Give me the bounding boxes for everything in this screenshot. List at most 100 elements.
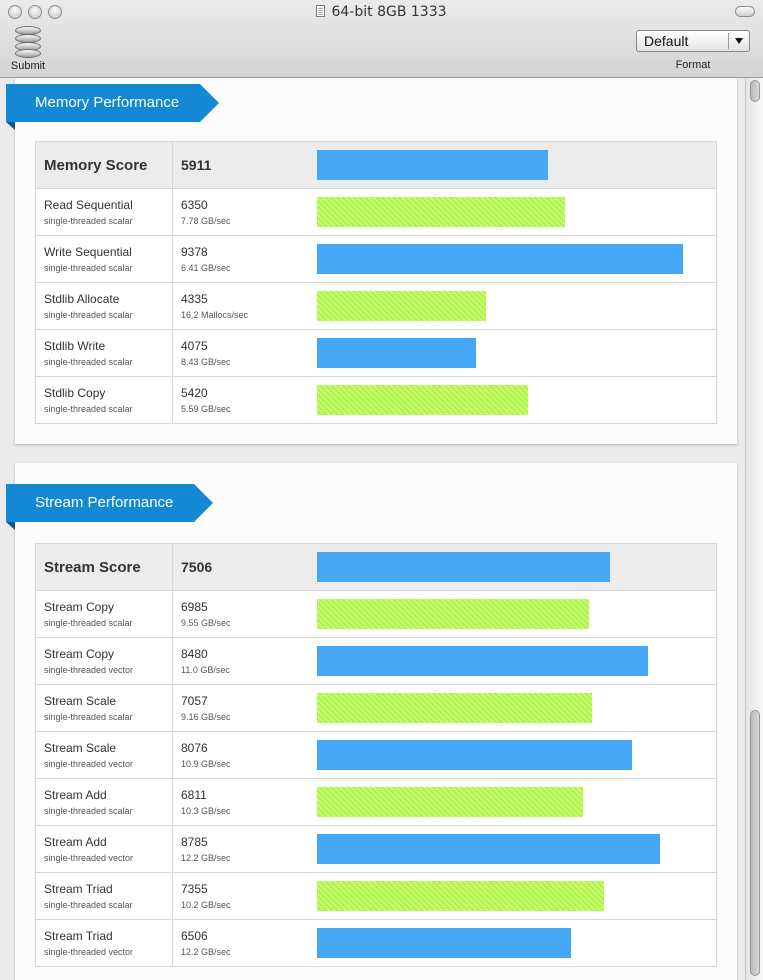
test-name: Stream Add xyxy=(44,788,107,802)
zoom-window-button[interactable] xyxy=(48,5,62,19)
test-bar-cell xyxy=(309,825,717,873)
table-row: Stream Add single-threaded scalar 6811 10.3… xyxy=(35,778,717,826)
test-result-cell: 6985 9.55 GB/sec xyxy=(172,590,310,638)
test-score: 6350 xyxy=(181,198,208,212)
score-bar xyxy=(316,552,610,582)
table-row: Stdlib Allocate single-threaded scalar 433… xyxy=(35,282,717,330)
test-rate: 12.2 GB/sec xyxy=(181,853,231,863)
format-select-value: Default xyxy=(644,33,689,49)
test-bar xyxy=(316,338,476,368)
submit-button[interactable]: Submit xyxy=(6,26,50,72)
test-result-cell: 4335 16.2 Mallocs/sec xyxy=(172,282,310,330)
table-row: Stream Triad single-threaded scalar 7355 10… xyxy=(35,872,717,920)
table-row: Stream Scale single-threaded vector 8076 10… xyxy=(35,731,717,779)
test-bar-cell xyxy=(309,731,717,779)
test-bar xyxy=(316,693,592,723)
test-result-cell: 8076 10.9 GB/sec xyxy=(172,731,310,779)
test-rate: 7.78 GB/sec xyxy=(181,216,231,226)
score-label-cell: Stream Score xyxy=(35,543,173,591)
window-titlebar: 64-bit 8GB 1333 Submit Default Format xyxy=(0,0,763,78)
table-row: Write Sequential single-threaded scalar 93… xyxy=(35,235,717,283)
test-name-cell: Read Sequential single-threaded scalar xyxy=(35,188,173,236)
document-icon xyxy=(316,5,326,17)
test-name-cell: Stdlib Write single-threaded scalar xyxy=(35,329,173,377)
test-name-cell: Stdlib Allocate single-threaded scalar xyxy=(35,282,173,330)
test-bar-cell xyxy=(309,329,717,377)
test-rate: 12.2 GB/sec xyxy=(181,947,231,957)
test-mode: single-threaded scalar xyxy=(44,263,133,273)
test-bar-cell xyxy=(309,637,717,685)
test-bar-cell xyxy=(309,188,717,236)
memory-results-table: Memory Score 5911 Read Sequential single-th… xyxy=(35,141,717,424)
test-mode: single-threaded scalar xyxy=(44,900,133,910)
test-mode: single-threaded scalar xyxy=(44,404,133,414)
test-bar xyxy=(316,197,565,227)
test-bar-cell xyxy=(309,590,717,638)
score-value-cell: 7506 xyxy=(172,543,310,591)
stream-performance-header: Stream Performance xyxy=(6,484,213,530)
window-title-text: 64-bit 8GB 1333 xyxy=(331,4,447,20)
test-name: Read Sequential xyxy=(44,198,133,212)
test-name-cell: Write Sequential single-threaded scalar xyxy=(35,235,173,283)
test-bar-cell xyxy=(309,778,717,826)
test-rate: 5.59 GB/sec xyxy=(181,404,231,414)
table-row: Read Sequential single-threaded scalar 635… xyxy=(35,188,717,236)
select-divider xyxy=(728,33,729,49)
toolbar-toggle-button[interactable] xyxy=(735,6,755,17)
score-label-cell: Memory Score xyxy=(35,141,173,189)
memory-performance-panel: Memory Performance Memory Score 5911 Read … xyxy=(6,78,737,444)
vertical-scrollbar[interactable] xyxy=(745,78,763,980)
test-name-cell: Stream Add single-threaded scalar xyxy=(35,778,173,826)
test-name-cell: Stream Add single-threaded vector xyxy=(35,825,173,873)
test-mode: single-threaded scalar xyxy=(44,357,133,367)
test-name: Stdlib Allocate xyxy=(44,292,120,306)
minimize-window-button[interactable] xyxy=(28,5,42,19)
test-result-cell: 7057 9.16 GB/sec xyxy=(172,684,310,732)
scrollbar-thumb[interactable] xyxy=(750,710,760,976)
test-result-cell: 5420 5.59 GB/sec xyxy=(172,376,310,424)
stream-performance-panel: Stream Performance Stream Score 7506 Strea… xyxy=(6,463,737,980)
score-value: 5911 xyxy=(181,157,212,173)
test-mode: single-threaded scalar xyxy=(44,712,133,722)
test-name-cell: Stream Scale single-threaded vector xyxy=(35,731,173,779)
test-bar xyxy=(316,834,660,864)
score-value-cell: 5911 xyxy=(172,141,310,189)
test-name-cell: Stdlib Copy single-threaded scalar xyxy=(35,376,173,424)
test-rate: 10.9 GB/sec xyxy=(181,759,231,769)
scrollbar-up-thumb[interactable] xyxy=(750,80,760,102)
table-row: Stdlib Write single-threaded scalar 4075 8.… xyxy=(35,329,717,377)
test-name-cell: Stream Scale single-threaded scalar xyxy=(35,684,173,732)
test-bar xyxy=(316,787,583,817)
test-score: 8076 xyxy=(181,741,208,755)
test-bar-cell xyxy=(309,282,717,330)
memory-performance-title: Memory Performance xyxy=(35,94,180,111)
test-score: 4075 xyxy=(181,339,208,353)
test-name: Write Sequential xyxy=(44,245,132,259)
format-select[interactable]: Default xyxy=(636,30,750,52)
test-score: 7355 xyxy=(181,882,208,896)
test-rate: 11.0 GB/sec xyxy=(181,665,230,675)
test-bar xyxy=(316,928,571,958)
test-bar xyxy=(316,740,632,770)
test-rate: 16.2 Mallocs/sec xyxy=(181,310,249,320)
test-bar xyxy=(316,881,604,911)
test-name: Stream Scale xyxy=(44,694,117,708)
table-row: Stream Scale single-threaded scalar 7057 9.… xyxy=(35,684,717,732)
stream-results-table: Stream Score 7506 Stream Copy single-thread… xyxy=(35,543,717,967)
test-score: 4335 xyxy=(181,292,208,306)
test-result-cell: 9378 6.41 GB/sec xyxy=(172,235,310,283)
test-name: Stream Copy xyxy=(44,647,115,661)
test-bar xyxy=(316,599,589,629)
stream-score-row: Stream Score 7506 xyxy=(35,543,717,591)
close-window-button[interactable] xyxy=(8,5,22,19)
test-mode: single-threaded scalar xyxy=(44,806,133,816)
results-scroll-area[interactable]: Memory Performance Memory Score 5911 Read … xyxy=(0,78,745,980)
test-bar xyxy=(316,646,648,676)
test-bar-cell xyxy=(309,376,717,424)
table-row: Stream Copy single-threaded scalar 6985 9.5… xyxy=(35,590,717,638)
table-row: Stdlib Copy single-threaded scalar 5420 5.5… xyxy=(35,376,717,424)
test-name-cell: Stream Triad single-threaded vector xyxy=(35,919,173,967)
test-result-cell: 4075 8.43 GB/sec xyxy=(172,329,310,377)
test-score: 6506 xyxy=(181,929,208,943)
memory-score-row: Memory Score 5911 xyxy=(35,141,717,189)
